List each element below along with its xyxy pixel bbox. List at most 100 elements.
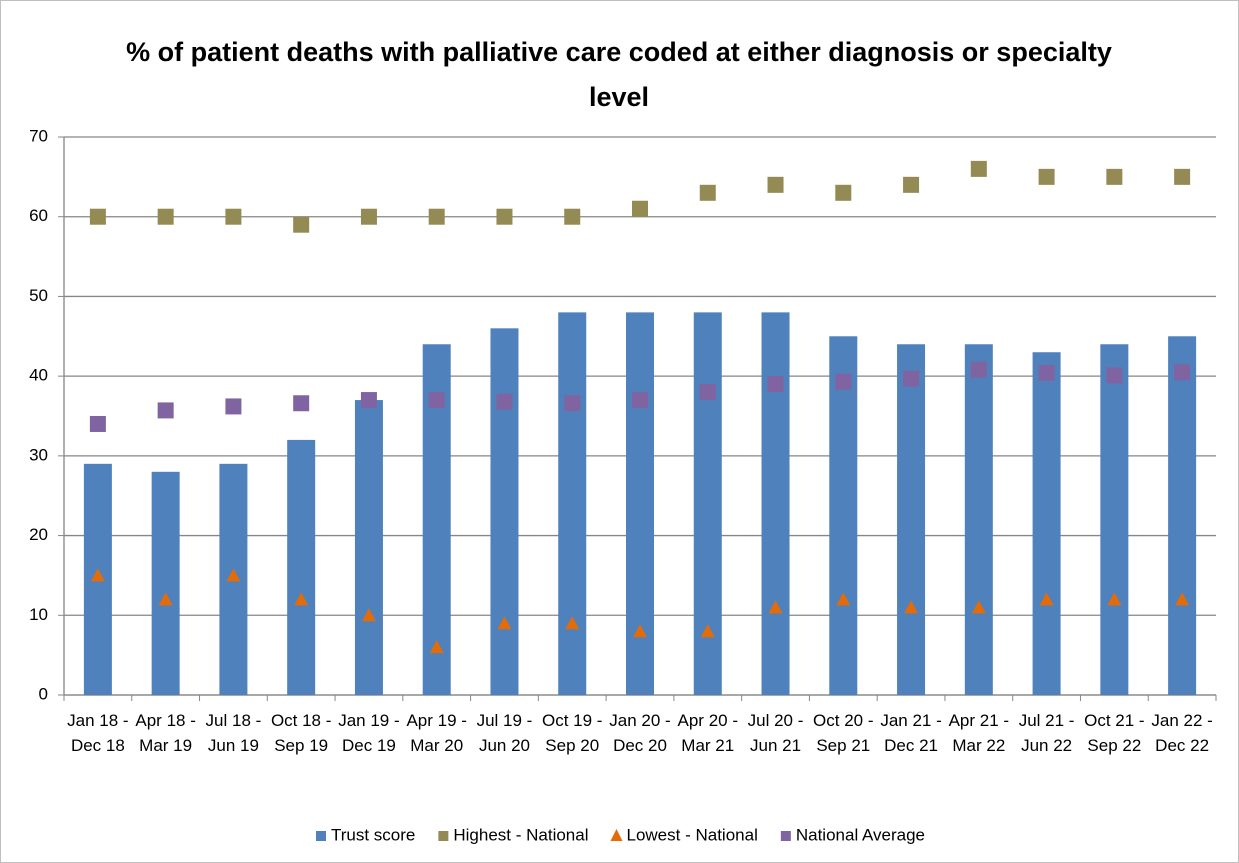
- marker: [293, 216, 310, 233]
- marker: [429, 640, 444, 654]
- x-tick-label: Apr 21 -Mar 22: [949, 711, 1009, 755]
- marker: [1174, 168, 1191, 185]
- marker: [835, 184, 852, 201]
- x-tick-label: Jan 22 -Dec 22: [1151, 711, 1212, 755]
- legend: Trust score Highest - National Lowest - Na…: [315, 825, 925, 844]
- y-tick-label: 0: [39, 684, 48, 703]
- marker: [157, 208, 174, 225]
- marker: [496, 208, 513, 225]
- marker: [835, 373, 852, 390]
- x-tick-label: Oct 20 -Sep 21: [813, 711, 873, 755]
- bar: [964, 344, 993, 695]
- marker: [564, 395, 581, 412]
- bar: [1168, 336, 1197, 695]
- chart-title: % of patient deaths with palliative care…: [126, 37, 1112, 112]
- marker: [1107, 592, 1122, 606]
- marker: [903, 370, 920, 387]
- bar: [761, 312, 790, 695]
- marker: [360, 392, 377, 409]
- x-tick-label: Jan 20 -Dec 20: [609, 711, 670, 755]
- legend-label: National Average: [796, 825, 925, 844]
- marker: [1175, 592, 1190, 606]
- bar: [626, 312, 654, 695]
- marker: [428, 208, 445, 225]
- x-tick-label: Oct 21 -Sep 22: [1084, 711, 1144, 755]
- marker: [699, 384, 716, 401]
- marker: [564, 208, 581, 225]
- x-tick-label: Oct 19 -Sep 20: [542, 711, 602, 755]
- legend-marker: [780, 831, 791, 841]
- marker: [970, 361, 987, 378]
- marker: [971, 600, 986, 614]
- marker: [90, 568, 105, 582]
- marker: [1038, 168, 1055, 185]
- x-tick-label: Jan 18 -Dec 18: [67, 711, 128, 755]
- marker: [767, 176, 784, 193]
- bar: [558, 312, 587, 695]
- marker: [226, 568, 241, 582]
- x-tick-label: Apr 19 -Mar 20: [406, 711, 466, 755]
- y-tick-label: 20: [29, 525, 48, 544]
- marker: [497, 616, 512, 630]
- bar: [490, 328, 519, 695]
- x-tick-label: Jul 18 -Jun 19: [206, 711, 262, 755]
- legend-label: Trust score: [331, 825, 415, 844]
- y-tick-label: 70: [29, 126, 48, 145]
- legend-marker: [610, 829, 623, 841]
- marker: [361, 608, 376, 622]
- marker: [1174, 364, 1191, 381]
- marker: [632, 392, 648, 409]
- marker: [903, 176, 920, 193]
- marker: [767, 376, 784, 393]
- legend-marker: [315, 831, 326, 841]
- bar: [693, 312, 722, 695]
- marker: [633, 624, 647, 638]
- marker: [225, 208, 242, 225]
- y-tick-label: 10: [29, 605, 48, 624]
- y-tick-label: 50: [29, 286, 48, 305]
- marker: [1038, 364, 1055, 381]
- marker: [904, 600, 919, 614]
- legend-label: Lowest - National: [627, 825, 758, 844]
- marker: [565, 616, 580, 630]
- marker: [632, 200, 648, 217]
- y-tick-label: 60: [29, 206, 48, 225]
- bar: [1100, 344, 1129, 695]
- marker: [699, 184, 716, 201]
- x-tick-label: Jul 21 -Jun 22: [1019, 711, 1075, 755]
- marker: [89, 208, 106, 225]
- bar: [354, 400, 383, 695]
- x-tick-label: Oct 18 -Sep 19: [271, 711, 331, 755]
- marker: [768, 600, 783, 614]
- bar: [1032, 352, 1061, 695]
- bar: [829, 336, 858, 695]
- marker: [293, 395, 310, 412]
- marker: [428, 392, 445, 409]
- marker: [496, 393, 513, 410]
- marker: [700, 624, 715, 638]
- bar: [897, 344, 926, 695]
- x-tick-label: Jul 19 -Jun 20: [477, 711, 533, 755]
- marker: [836, 592, 851, 606]
- marker: [1106, 168, 1123, 185]
- marker: [157, 402, 174, 419]
- x-tick-label: Jul 20 -Jun 21: [748, 711, 804, 755]
- x-tick-label: Apr 20 -Mar 21: [678, 711, 738, 755]
- bar: [287, 439, 316, 695]
- marker: [89, 415, 106, 432]
- marker: [1106, 367, 1123, 384]
- marker: [294, 592, 309, 606]
- legend-marker: [438, 831, 449, 841]
- x-tick-label: Jan 19 -Dec 19: [338, 711, 399, 755]
- x-tick-label: Jan 21 -Dec 21: [880, 711, 941, 755]
- bar: [151, 471, 180, 695]
- legend-label: Highest - National: [453, 825, 588, 844]
- marker: [1039, 592, 1054, 606]
- marker: [225, 398, 242, 415]
- marker: [970, 160, 987, 177]
- y-tick-label: 30: [29, 445, 48, 464]
- marker: [158, 592, 173, 606]
- marker: [360, 208, 377, 225]
- y-tick-label: 40: [29, 366, 48, 385]
